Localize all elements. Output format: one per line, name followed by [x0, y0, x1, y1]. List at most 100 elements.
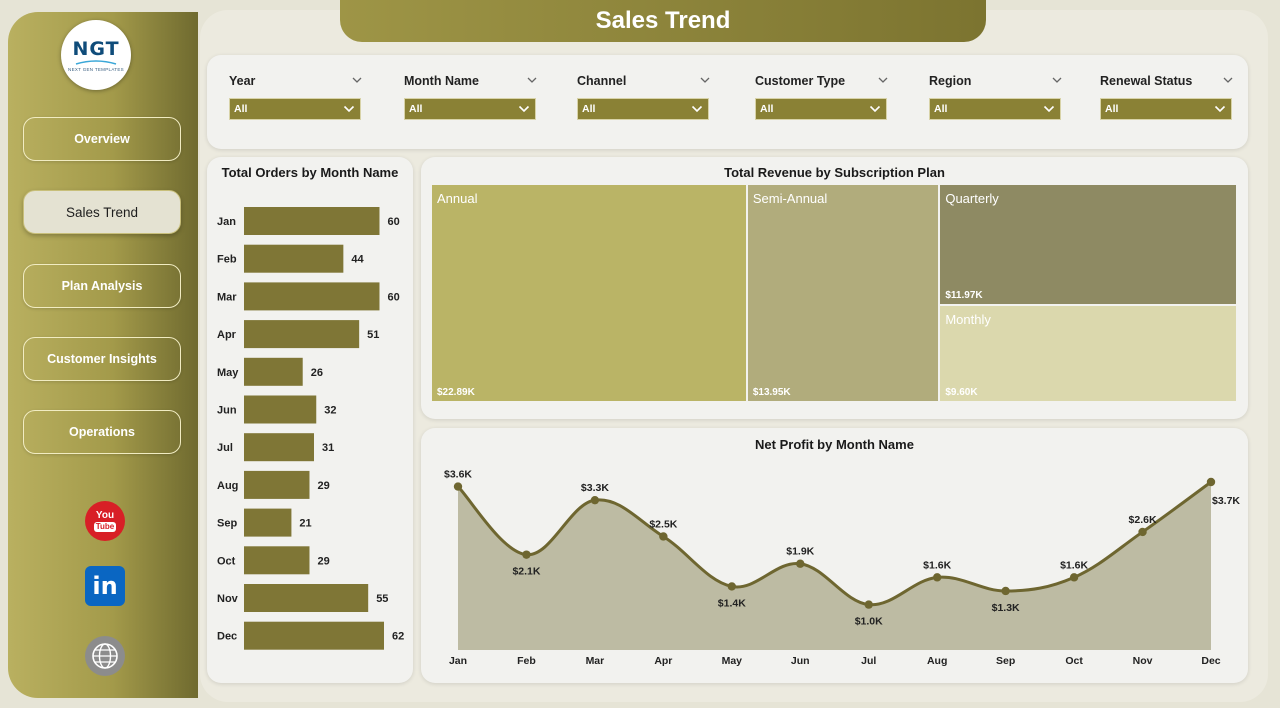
bar-value-label: 44 [351, 254, 364, 266]
filter-renewal-status: Renewal Status All [1100, 74, 1234, 120]
sidebar: NGT NEXT GEN TEMPLATES Overview Sales Tr… [8, 12, 198, 698]
profit-x-tick: Oct [1065, 655, 1083, 667]
bar-value-label: 32 [324, 405, 336, 417]
profit-x-tick: Jul [861, 655, 876, 667]
bar-jun [244, 395, 317, 424]
bar-nov [244, 584, 369, 612]
chevron-down-icon[interactable] [351, 74, 363, 86]
treemap-tile-name: Monthly [945, 311, 991, 327]
nav-label: Overview [74, 132, 130, 146]
profit-point-dec [1206, 477, 1216, 487]
profit-point-oct [1069, 573, 1079, 582]
revenue-treemap: Annual $22.89K Semi-Annual $13.95K Quarterly… [431, 184, 1237, 402]
filter-label: Renewal Status [1100, 74, 1193, 88]
youtube-icon-text2: Tube [93, 521, 117, 532]
bar-value-label: 26 [311, 367, 323, 379]
treemap-tile-value: $13.95K [752, 387, 791, 398]
profit-x-tick: Jan [449, 655, 467, 667]
dropdown-arrow-icon [691, 105, 703, 113]
globe-icon[interactable] [85, 636, 125, 676]
bar-value-label: 62 [392, 631, 404, 643]
filter-label: Customer Type [755, 74, 846, 88]
bar-category-label: Jul [217, 442, 233, 454]
bar-value-label: 21 [299, 518, 311, 530]
filter-value: All [234, 103, 248, 115]
filter-value: All [760, 103, 774, 115]
bar-value-label: 55 [376, 593, 388, 605]
treemap-tile-quarterly[interactable]: Quarterly $11.97K [939, 184, 1237, 305]
filter-value: All [934, 103, 948, 115]
bar-dec [244, 621, 384, 650]
bar-category-label: Jan [217, 216, 236, 228]
filter-dropdown[interactable]: All [577, 98, 709, 120]
profit-point-mar [590, 495, 600, 505]
bar-category-label: Jun [217, 405, 237, 417]
chevron-down-icon[interactable] [526, 74, 538, 86]
bar-category-label: Nov [217, 593, 239, 605]
filter-dropdown[interactable]: All [229, 98, 361, 120]
chevron-down-icon[interactable] [877, 74, 889, 86]
bar-value-label: 51 [367, 329, 379, 341]
nav-plan-analysis-button[interactable]: Plan Analysis [23, 264, 181, 308]
page-title: Sales Trend [340, 0, 986, 42]
profit-x-tick: May [722, 655, 743, 667]
bar-jul [244, 433, 314, 462]
logo-tagline: NEXT GEN TEMPLATES [68, 67, 124, 72]
profit-data-label: $3.6K [444, 469, 472, 481]
profit-x-tick: Mar [586, 655, 605, 667]
filter-dropdown[interactable]: All [1100, 98, 1232, 120]
nav-overview-button[interactable]: Overview [23, 117, 181, 161]
company-logo[interactable]: NGT NEXT GEN TEMPLATES [61, 20, 131, 90]
bar-category-label: Sep [217, 518, 237, 530]
nav-label: Operations [69, 425, 135, 439]
profit-x-tick: Aug [927, 655, 947, 667]
profit-line [456, 480, 1212, 607]
profit-chart-title: Net Profit by Month Name [755, 437, 914, 452]
nav-operations-button[interactable]: Operations [23, 410, 181, 454]
bar-category-label: Feb [217, 254, 237, 266]
bar-category-label: Dec [217, 631, 237, 643]
treemap-tile-value: $11.97K [945, 289, 983, 301]
revenue-chart-title: Total Revenue by Subscription Plan [724, 165, 945, 180]
bar-value-label: 29 [317, 480, 329, 492]
filter-label: Month Name [404, 74, 479, 88]
bar-category-label: Apr [217, 329, 237, 341]
profit-x-tick: Jun [791, 655, 810, 667]
nav-customer-insights-button[interactable]: Customer Insights [23, 337, 181, 381]
profit-area-fill [458, 482, 1211, 650]
treemap-tile-name: Semi-Annual [752, 191, 828, 206]
treemap-tile-annual[interactable]: Annual $22.89K [431, 184, 747, 402]
filter-dropdown[interactable]: All [929, 98, 1061, 120]
filter-value: All [409, 103, 423, 115]
filter-panel: Year All Month Name All Channel All Customer T… [207, 55, 1248, 149]
treemap-tile-value: $9.60K [945, 386, 978, 398]
chevron-down-icon[interactable] [699, 74, 711, 86]
treemap-tile-semi-annual[interactable]: Semi-Annual $13.95K [746, 184, 940, 402]
nav-sales-trend-button[interactable]: Sales Trend [23, 190, 181, 234]
linkedin-icon[interactable]: in [85, 566, 125, 606]
youtube-icon[interactable]: You Tube [85, 501, 125, 541]
treemap-tile-name: Annual [437, 191, 478, 206]
profit-x-tick: Apr [654, 655, 672, 667]
filter-value: All [582, 103, 596, 115]
dropdown-arrow-icon [343, 105, 355, 113]
bar-aug [244, 470, 310, 499]
profit-x-tick: Feb [517, 655, 536, 667]
revenue-treemap-card: Total Revenue by Subscription Plan Annua… [421, 157, 1248, 419]
dropdown-arrow-icon [1214, 105, 1226, 113]
profit-x-tick: Sep [996, 655, 1015, 667]
bar-oct [244, 546, 310, 575]
chevron-down-icon[interactable] [1051, 74, 1063, 86]
profit-point-may [727, 582, 737, 591]
filter-month-name: Month Name All [404, 74, 538, 120]
filter-value: All [1105, 103, 1119, 115]
filter-dropdown[interactable]: All [755, 98, 887, 120]
treemap-tile-monthly[interactable]: Monthly $9.60K [939, 304, 1237, 402]
profit-data-label: $1.0K [855, 616, 883, 628]
chevron-down-icon[interactable] [1222, 74, 1234, 86]
bar-category-label: May [217, 367, 239, 379]
profit-point-jul [864, 600, 873, 609]
bar-value-label: 60 [387, 291, 399, 303]
profit-point-jun [796, 559, 805, 568]
filter-dropdown[interactable]: All [404, 98, 536, 120]
